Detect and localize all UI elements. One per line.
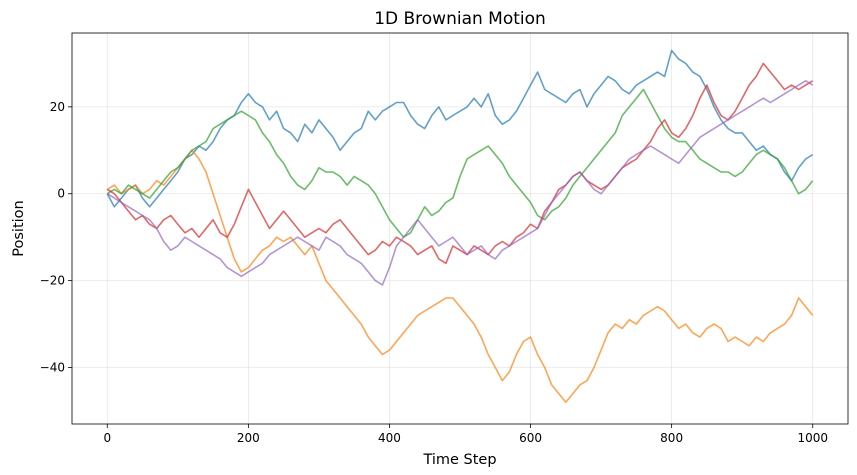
x-tick-label: 0 [103, 431, 111, 445]
x-tick-label: 800 [660, 431, 683, 445]
grid [72, 33, 848, 424]
y-tick-label: 20 [50, 100, 65, 114]
axis-ticks: 0 200 400 600 800 1000 −40 −20 0 20 [40, 100, 828, 445]
x-tick-label: 600 [519, 431, 542, 445]
y-tick-label: −40 [40, 361, 65, 375]
series-line-4 [106, 62, 814, 265]
y-tick-label: −20 [40, 274, 65, 288]
series-line-3 [106, 88, 814, 238]
chart-title: 1D Brownian Motion [374, 9, 546, 29]
series-line-1 [106, 49, 814, 208]
x-tick-label: 400 [378, 431, 401, 445]
series-line-5 [106, 80, 814, 286]
y-tick-label: 0 [57, 187, 65, 201]
x-tick-label: 200 [237, 431, 260, 445]
y-axis-label: Position [11, 200, 27, 256]
x-axis-label: Time Step [422, 452, 496, 468]
x-tick-label: 1000 [797, 431, 828, 445]
series-line-2 [106, 149, 814, 404]
series-group [106, 49, 814, 404]
plot-area-frame [71, 32, 849, 425]
